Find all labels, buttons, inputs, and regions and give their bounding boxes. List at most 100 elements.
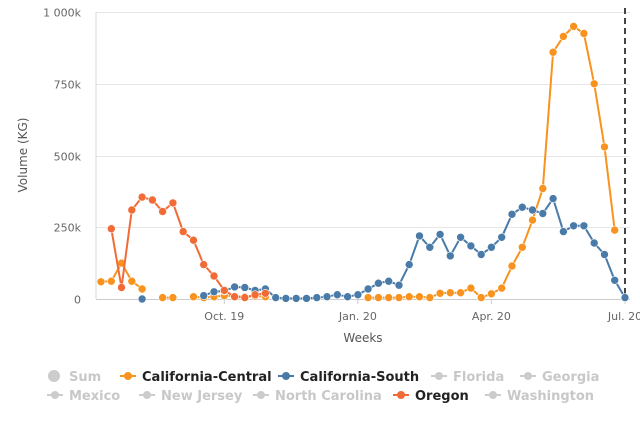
data-point[interactable]	[415, 292, 424, 302]
data-point[interactable]	[230, 282, 239, 292]
data-point[interactable]	[107, 276, 116, 286]
data-point[interactable]	[168, 293, 178, 302]
data-point[interactable]	[456, 288, 465, 298]
data-point[interactable]	[600, 250, 609, 259]
data-point[interactable]	[404, 260, 414, 269]
data-point[interactable]	[209, 271, 219, 281]
data-point[interactable]	[261, 288, 270, 298]
data-point[interactable]	[158, 293, 167, 302]
data-point[interactable]	[384, 276, 394, 286]
data-point[interactable]	[137, 284, 147, 294]
legend-item-north-carolina[interactable]: North Carolina	[253, 389, 382, 404]
data-point[interactable]	[559, 32, 568, 41]
data-point[interactable]	[476, 250, 486, 259]
data-point[interactable]	[456, 233, 465, 242]
legend-item-florida[interactable]: Florida	[431, 370, 504, 385]
data-point[interactable]	[569, 221, 578, 231]
legend-item-california-south[interactable]: California-South	[278, 370, 419, 385]
data-point[interactable]	[579, 221, 589, 231]
data-point[interactable]	[394, 293, 404, 302]
data-point[interactable]	[137, 294, 147, 304]
data-point[interactable]	[127, 276, 137, 286]
data-point[interactable]	[107, 224, 116, 233]
data-point[interactable]	[487, 243, 496, 252]
data-point[interactable]	[127, 205, 137, 215]
legend-item-georgia[interactable]: Georgia	[520, 370, 599, 385]
data-point[interactable]	[137, 192, 147, 202]
data-point[interactable]	[96, 277, 106, 287]
data-point[interactable]	[404, 292, 414, 302]
data-point[interactable]	[497, 233, 507, 242]
data-point[interactable]	[610, 225, 620, 235]
data-point[interactable]	[374, 293, 383, 302]
data-point[interactable]	[312, 293, 322, 302]
data-point[interactable]	[148, 195, 157, 205]
data-point[interactable]	[384, 293, 394, 302]
data-point[interactable]	[445, 251, 455, 261]
legend-item-new-jersey[interactable]: New Jersey	[139, 389, 243, 404]
legend-item-washington[interactable]: Washington	[485, 389, 594, 404]
data-point[interactable]	[271, 293, 281, 302]
legend-item-mexico[interactable]: Mexico	[47, 389, 120, 404]
data-point[interactable]	[497, 283, 507, 293]
data-point[interactable]	[209, 287, 219, 297]
data-point[interactable]	[332, 290, 342, 300]
data-point[interactable]	[466, 283, 476, 293]
data-point[interactable]	[343, 292, 352, 302]
data-point[interactable]	[230, 292, 239, 302]
data-point[interactable]	[250, 290, 260, 300]
data-point[interactable]	[158, 207, 167, 216]
data-point[interactable]	[189, 292, 198, 302]
data-point[interactable]	[189, 235, 198, 245]
data-point[interactable]	[363, 284, 373, 294]
data-point[interactable]	[322, 292, 332, 302]
data-point[interactable]	[291, 294, 301, 303]
data-point[interactable]	[240, 283, 250, 292]
data-point[interactable]	[538, 209, 548, 218]
data-point[interactable]	[220, 286, 229, 295]
data-point[interactable]	[538, 184, 548, 193]
data-point[interactable]	[517, 243, 527, 252]
data-point[interactable]	[548, 47, 558, 57]
legend-item-sum[interactable]: Sum	[48, 370, 101, 385]
data-point[interactable]	[374, 278, 383, 288]
data-point[interactable]	[600, 142, 609, 152]
data-point[interactable]	[507, 261, 517, 271]
data-point[interactable]	[559, 227, 568, 236]
data-point[interactable]	[569, 22, 578, 31]
data-point[interactable]	[445, 288, 455, 298]
data-point[interactable]	[507, 210, 517, 219]
data-point[interactable]	[579, 29, 589, 38]
data-point[interactable]	[589, 79, 599, 89]
legend: Sum California-Central California-South Flo…	[47, 370, 599, 404]
data-point[interactable]	[435, 288, 445, 298]
data-point[interactable]	[528, 205, 537, 215]
data-point[interactable]	[199, 291, 208, 300]
data-point[interactable]	[117, 283, 126, 292]
legend-marker	[51, 391, 59, 399]
data-point[interactable]	[517, 202, 527, 212]
data-point[interactable]	[281, 294, 291, 303]
data-point[interactable]	[353, 290, 363, 300]
data-point[interactable]	[425, 293, 435, 302]
data-point[interactable]	[425, 243, 435, 252]
data-point[interactable]	[466, 241, 476, 251]
data-point[interactable]	[199, 260, 208, 269]
data-point[interactable]	[415, 231, 424, 241]
data-point[interactable]	[620, 293, 630, 302]
data-point[interactable]	[476, 293, 486, 302]
data-point[interactable]	[610, 275, 620, 285]
data-point[interactable]	[363, 293, 373, 302]
data-point[interactable]	[240, 293, 250, 302]
legend-item-california-central[interactable]: California-Central	[120, 370, 272, 385]
data-point[interactable]	[435, 230, 445, 239]
data-point[interactable]	[178, 227, 188, 236]
data-point[interactable]	[302, 294, 311, 303]
data-point[interactable]	[487, 289, 496, 299]
data-point[interactable]	[168, 198, 178, 208]
data-point[interactable]	[394, 280, 404, 290]
data-point[interactable]	[589, 238, 599, 248]
data-point[interactable]	[528, 215, 537, 225]
legend-item-oregon[interactable]: Oregon	[393, 389, 469, 404]
data-point[interactable]	[548, 194, 558, 203]
